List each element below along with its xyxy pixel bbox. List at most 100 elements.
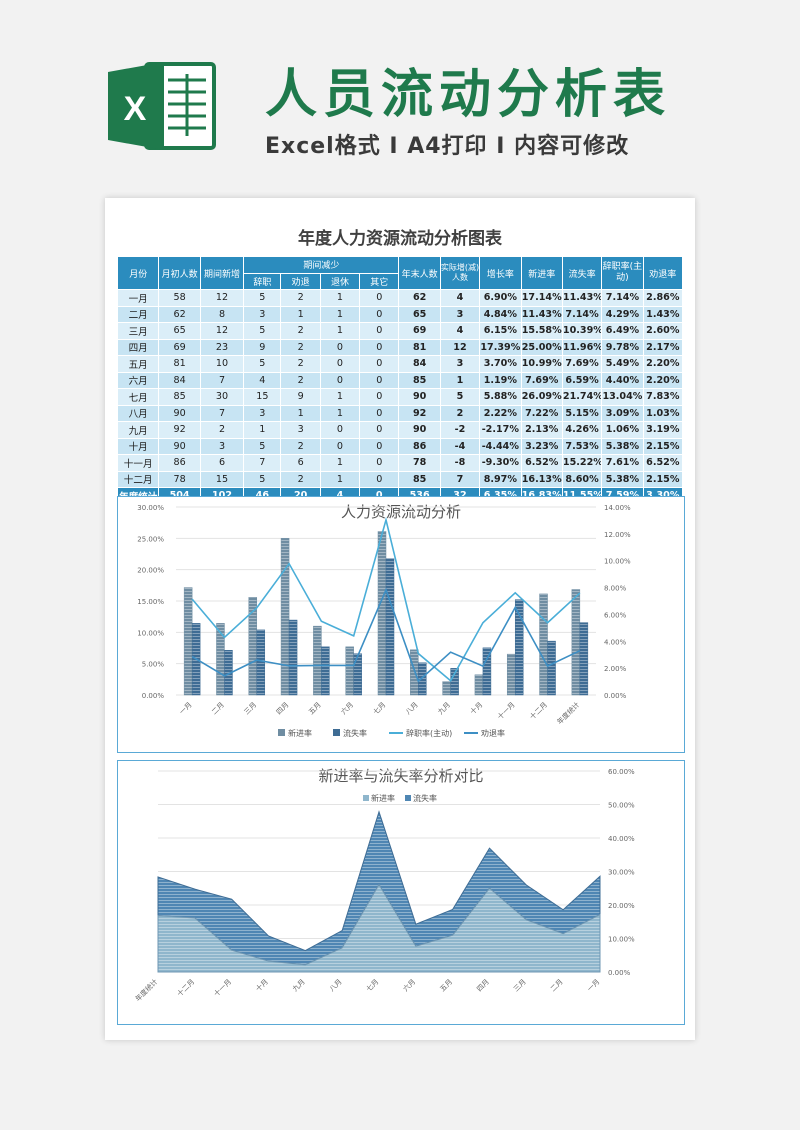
legend-label: 新进率 (371, 793, 395, 803)
table-cell: 85 (398, 470, 441, 488)
table-cell: 一月 (116, 289, 160, 307)
y-right-tick-label: 10.00% (608, 936, 635, 944)
x-tick-label: 九月 (290, 977, 306, 993)
y-right-tick-label: 50.00% (608, 802, 635, 810)
table-row: 五月 81 10 5 2 0 0 84 3 3.70% 10.99% 7.69% 5.49% 2.20% (116, 355, 684, 373)
table-cell: 6.90% (479, 289, 522, 307)
table-cell: 5 (243, 437, 282, 455)
col-header-newrate: 新进率 (520, 256, 563, 290)
table-cell: 5.38% (601, 470, 644, 488)
table-cell: 78 (398, 454, 441, 472)
legend-label: 流失率 (343, 728, 367, 738)
x-tick-label: 十二月 (175, 977, 196, 998)
table-cell: 90 (398, 388, 441, 406)
bar-流失率 (418, 662, 427, 696)
table-cell: 62 (398, 289, 441, 307)
table-cell: 7 (199, 371, 245, 389)
x-tick-label: 五月 (439, 978, 455, 994)
bar-新进率 (216, 623, 225, 696)
table-cell: 5.38% (601, 437, 644, 455)
y-left-tick-label: 10.00% (137, 629, 164, 637)
table-row: 十一月 86 6 7 6 1 0 78 -8 -9.30% 6.52% 15.22% 7.61% 6.52… (116, 454, 684, 472)
x-tick-label: 七月 (371, 700, 387, 716)
y-left-tick-label: 25.00% (137, 535, 164, 543)
y-right-tick-label: 4.00% (604, 638, 627, 646)
table-cell: 12 (439, 338, 481, 356)
table-cell: 69 (158, 338, 201, 356)
table-cell: 1 (439, 371, 481, 389)
table-cell: 4.26% (561, 421, 603, 439)
x-tick-label: 二月 (210, 701, 226, 717)
table-cell: 5 (243, 322, 282, 340)
bar-流失率 (321, 646, 330, 696)
table-row: 九月 92 2 1 3 0 0 90 -2 -2.17% 2.13% 4.26% 1.06% 3.19% (116, 421, 684, 439)
table-cell: 3.09% (601, 404, 644, 422)
bar-新进率 (474, 674, 484, 696)
x-tick-label: 五月 (307, 701, 323, 717)
col-header-lossrate: 流失率 (561, 256, 603, 290)
table-cell: 3 (439, 305, 481, 323)
y-left-tick-label: 20.00% (137, 567, 164, 575)
table-cell: 10.99% (520, 355, 563, 373)
table-cell: 2 (280, 470, 321, 488)
table-cell: 11.96% (561, 338, 603, 356)
table-cell: 0 (359, 322, 400, 340)
table-cell: 2 (199, 421, 245, 439)
table-cell: 0 (319, 371, 361, 389)
bar-流失率 (579, 622, 589, 696)
chart-combo: 人力资源流动分析 0.00% 5.00% 10.00% 15.00% 20.00% 25.0… (117, 496, 685, 753)
col-header-resignrate: 辞职率(主动) (601, 256, 644, 290)
table-cell: 86 (398, 437, 441, 455)
table-cell: 7 (439, 470, 481, 488)
table-cell: 7.14% (561, 305, 603, 323)
table-cell: 3 (439, 355, 481, 373)
table-cell: 1 (319, 289, 361, 307)
table-cell: 3.19% (642, 421, 684, 439)
bar-新进率 (539, 593, 548, 696)
table-cell: 11.43% (520, 305, 563, 323)
table-cell: 4.29% (601, 305, 644, 323)
line-劝退率 (191, 587, 581, 683)
chart-title: 新进率与流失率分析对比 (318, 767, 483, 785)
y-left-tick-label: 15.00% (137, 598, 164, 606)
excel-logo-letter: X (124, 90, 147, 128)
y-right-tick-label: 10.00% (604, 558, 631, 566)
table-cell: 2.86% (642, 289, 684, 307)
table-cell: 0 (359, 305, 400, 323)
y-left-tick-label: 0.00% (142, 692, 165, 700)
table-cell: 十月 (116, 437, 160, 455)
table-cell: -8 (439, 454, 481, 472)
table-cell: 5.15% (561, 404, 603, 422)
table-cell: 0 (359, 338, 400, 356)
table-cell: -2 (439, 421, 481, 439)
table-cell: 0 (359, 371, 400, 389)
table-cell: 3.70% (479, 355, 522, 373)
x-tick-label: 一月 (586, 978, 602, 994)
table-cell: 3 (280, 421, 321, 439)
chart-area: 新进率与流失率分析对比 新进率 流失率 0.00% 10.00% 20.00% 30.00%… (117, 760, 685, 1025)
y-right-tick-label: 2.00% (604, 665, 627, 673)
table-cell: 2 (280, 289, 321, 307)
bar-流失率 (482, 647, 492, 696)
table-cell: 2.20% (642, 371, 684, 389)
table-cell: 65 (158, 322, 201, 340)
table-cell: 1 (319, 305, 361, 323)
table-cell: 90 (158, 437, 201, 455)
table-cell: 12 (199, 289, 245, 307)
table-cell: 2.60% (642, 322, 684, 340)
y-left-tick-label: 30.00% (137, 504, 164, 512)
table-cell: 二月 (116, 305, 160, 323)
table-cell: 0 (319, 437, 361, 455)
table-cell: 78 (158, 470, 201, 488)
x-tick-label: 六月 (339, 700, 355, 716)
legend-label: 流失率 (413, 793, 437, 803)
table-cell: 15 (199, 470, 245, 488)
table-cell: 90 (158, 404, 201, 422)
table-cell: 69 (398, 322, 441, 340)
table-row: 十二月 78 15 5 2 1 0 85 7 8.97% 16.13% 8.60% 5.38% 2.15% (116, 470, 684, 488)
table-cell: 6.52% (520, 454, 563, 472)
table-cell: 2 (280, 355, 321, 373)
table-cell: 17.39% (479, 338, 522, 356)
table-cell: 85 (158, 388, 201, 406)
table-cell: 65 (398, 305, 441, 323)
